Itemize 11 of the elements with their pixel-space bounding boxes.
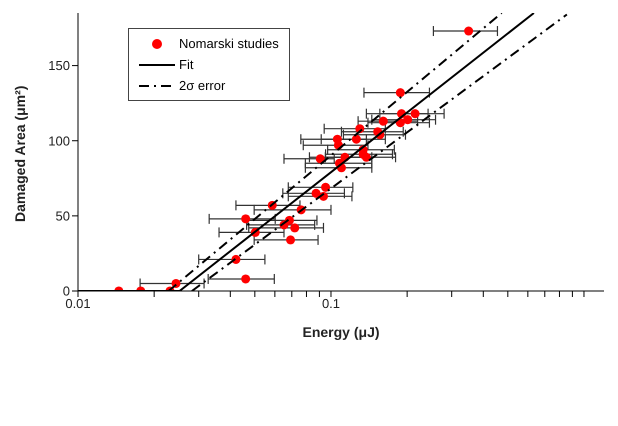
legend-label: Fit xyxy=(179,57,194,72)
x-tick-label: 0.01 xyxy=(65,296,91,312)
x-tick-label: 0.1 xyxy=(322,296,340,312)
legend-label: 2σ error xyxy=(179,78,226,93)
y-tick-label: 100 xyxy=(48,133,70,148)
y-tick-label: 150 xyxy=(48,58,70,74)
x-axis-title: Energy (μJ) xyxy=(302,324,380,340)
y-tick-label: 0 xyxy=(62,284,70,299)
legend-label: Nomarski studies xyxy=(179,36,279,51)
y-axis-title: Damaged Area (μm²) xyxy=(12,86,28,222)
y-tick-label: 50 xyxy=(56,208,70,224)
